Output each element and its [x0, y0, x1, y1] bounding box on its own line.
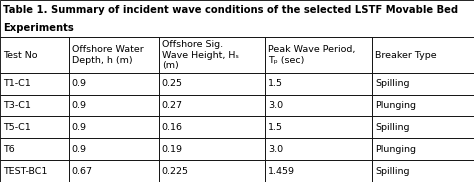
Bar [0, 37, 69, 73]
Bar [69, 138, 159, 160]
Text: Spilling: Spilling [375, 79, 410, 88]
Text: Plunging: Plunging [375, 145, 416, 154]
Text: 1.459: 1.459 [268, 167, 295, 176]
Bar [0, 0, 474, 37]
Text: Breaker Type: Breaker Type [375, 51, 437, 60]
Text: Experiments: Experiments [3, 23, 73, 33]
Text: Peak Wave Period,
Tₚ (sec): Peak Wave Period, Tₚ (sec) [268, 45, 356, 65]
Bar [69, 95, 159, 116]
Bar [159, 95, 265, 116]
Bar [69, 73, 159, 95]
Bar [0, 95, 69, 116]
Text: T3-C1: T3-C1 [3, 101, 31, 110]
Bar [0, 160, 69, 182]
Bar [265, 37, 372, 73]
Bar [0, 73, 69, 95]
Text: Table 1. Summary of incident wave conditions of the selected LSTF Movable Bed: Table 1. Summary of incident wave condit… [3, 5, 458, 15]
Bar [265, 116, 372, 138]
Bar [265, 160, 372, 182]
Text: T6: T6 [3, 145, 15, 154]
Text: 1.5: 1.5 [268, 79, 283, 88]
Text: Test No: Test No [3, 51, 37, 60]
Text: TEST-BC1: TEST-BC1 [3, 167, 47, 176]
Bar [69, 116, 159, 138]
Bar [372, 73, 474, 95]
Text: 0.67: 0.67 [72, 167, 92, 176]
Text: T1-C1: T1-C1 [3, 79, 31, 88]
Text: 3.0: 3.0 [268, 101, 283, 110]
Bar [265, 138, 372, 160]
Bar [372, 116, 474, 138]
Text: 0.9: 0.9 [72, 101, 87, 110]
Text: 0.16: 0.16 [162, 123, 182, 132]
Bar [372, 160, 474, 182]
Bar [159, 73, 265, 95]
Bar [69, 160, 159, 182]
Text: 0.9: 0.9 [72, 123, 87, 132]
Text: Offshore Water
Depth, h (m): Offshore Water Depth, h (m) [72, 45, 143, 65]
Bar [159, 37, 265, 73]
Bar [265, 95, 372, 116]
Text: 0.225: 0.225 [162, 167, 189, 176]
Bar [372, 138, 474, 160]
Bar [0, 116, 69, 138]
Bar [69, 37, 159, 73]
Bar [265, 73, 372, 95]
Text: 0.9: 0.9 [72, 145, 87, 154]
Text: 0.9: 0.9 [72, 79, 87, 88]
Text: 0.25: 0.25 [162, 79, 182, 88]
Bar [159, 138, 265, 160]
Text: T5-C1: T5-C1 [3, 123, 31, 132]
Bar [372, 37, 474, 73]
Text: 1.5: 1.5 [268, 123, 283, 132]
Bar [372, 95, 474, 116]
Text: Offshore Sig.
Wave Height, Hₛ
(m): Offshore Sig. Wave Height, Hₛ (m) [162, 40, 238, 70]
Text: 0.19: 0.19 [162, 145, 182, 154]
Bar [0, 138, 69, 160]
Text: Spilling: Spilling [375, 123, 410, 132]
Text: 3.0: 3.0 [268, 145, 283, 154]
Bar [159, 116, 265, 138]
Bar [159, 160, 265, 182]
Text: Plunging: Plunging [375, 101, 416, 110]
Text: 0.27: 0.27 [162, 101, 182, 110]
Text: Spilling: Spilling [375, 167, 410, 176]
